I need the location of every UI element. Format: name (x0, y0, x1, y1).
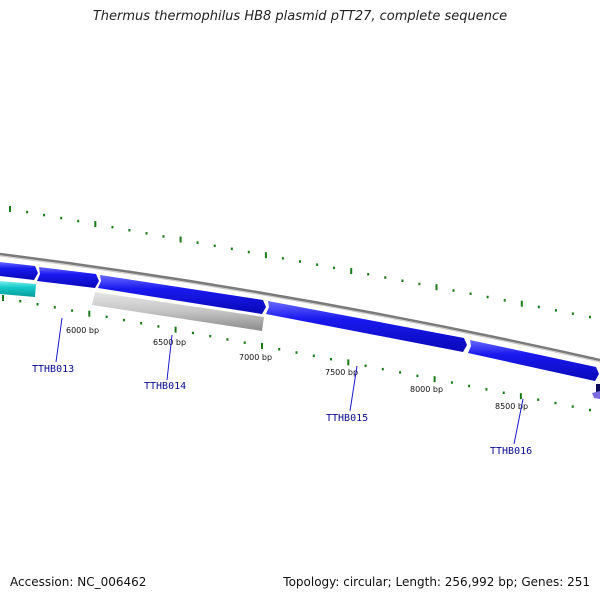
accession-text: Accession: NC_006462 (10, 575, 147, 589)
gene-label-leader (349, 365, 358, 412)
gene-label-leader (166, 334, 173, 381)
gene-arrow (37, 267, 99, 288)
gene-arrow-partial (596, 384, 600, 392)
scale-label: 8000 bp (410, 385, 443, 394)
gene-arrow (92, 292, 264, 331)
gene-label[interactable]: TTHB013 (32, 364, 74, 375)
backbone-inner (0, 255, 600, 363)
inner-tick-ring (2, 295, 591, 412)
scale-label: 7500 bp (325, 368, 358, 377)
gene-track (0, 262, 600, 399)
gene-arrow-partial (592, 391, 600, 399)
gene-arrow (98, 275, 266, 314)
gene-label[interactable]: TTHB016 (490, 446, 532, 457)
outer-tick-ring (9, 206, 591, 319)
sequence-summary: Topology: circular; Length: 256,992 bp; … (283, 575, 590, 589)
map-title: Thermus thermophilus HB8 plasmid pTT27, … (92, 9, 508, 24)
gene-arrow (0, 281, 36, 297)
gene-label[interactable]: TTHB015 (326, 413, 368, 424)
scale-label: 6500 bp (153, 338, 186, 347)
scale-label: 6000 bp (66, 326, 99, 335)
scale-label: 8500 bp (495, 402, 528, 411)
gene-label[interactable]: TTHB014 (144, 381, 186, 392)
gene-arrow (266, 301, 467, 352)
gene-arrow (468, 340, 599, 381)
gene-label-leader (513, 398, 524, 445)
gene-label-leader (55, 317, 63, 363)
gene-arrow (0, 262, 38, 280)
backbone-outer (0, 252, 600, 362)
scale-label: 7000 bp (239, 353, 272, 362)
